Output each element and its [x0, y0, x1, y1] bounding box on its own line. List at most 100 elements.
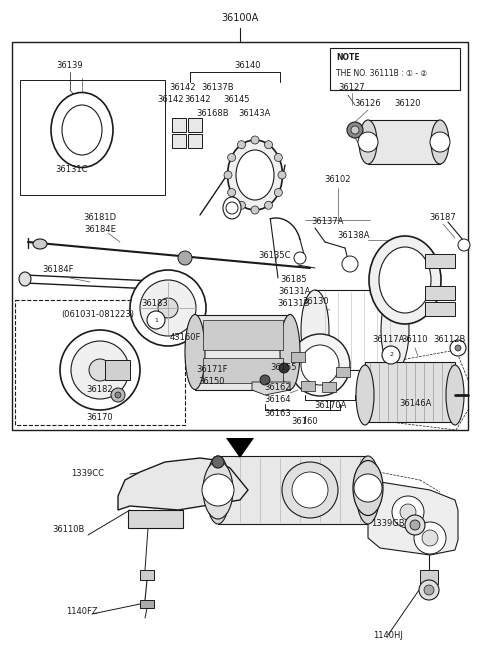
Circle shape — [430, 132, 450, 152]
Circle shape — [279, 363, 289, 373]
Circle shape — [140, 280, 196, 336]
Ellipse shape — [228, 140, 283, 210]
Text: 36184E: 36184E — [84, 225, 116, 233]
Circle shape — [202, 474, 234, 506]
Circle shape — [226, 202, 238, 214]
Ellipse shape — [19, 272, 31, 286]
Bar — [425, 302, 455, 316]
Circle shape — [424, 585, 434, 595]
Circle shape — [354, 474, 382, 502]
Text: 36126: 36126 — [355, 99, 381, 108]
Text: 1140HJ: 1140HJ — [373, 631, 403, 639]
Bar — [290, 351, 304, 361]
Text: 36110: 36110 — [402, 336, 428, 344]
Text: 36127: 36127 — [339, 83, 365, 93]
Circle shape — [282, 462, 338, 518]
Bar — [12, 42, 468, 430]
Ellipse shape — [206, 456, 230, 524]
Text: 36112B: 36112B — [433, 336, 465, 344]
Circle shape — [347, 122, 363, 138]
Ellipse shape — [379, 247, 431, 313]
Circle shape — [228, 189, 236, 196]
Circle shape — [458, 239, 470, 251]
Text: 36170A: 36170A — [314, 401, 346, 411]
Circle shape — [224, 171, 232, 179]
Text: 36139: 36139 — [57, 60, 84, 70]
Bar — [140, 600, 154, 608]
Text: 36183: 36183 — [142, 300, 168, 309]
Circle shape — [422, 530, 438, 546]
Circle shape — [178, 251, 192, 265]
Text: 36185: 36185 — [281, 275, 307, 284]
Circle shape — [455, 345, 461, 351]
Bar — [420, 570, 438, 584]
Bar — [301, 380, 315, 391]
Text: NOTE: NOTE — [336, 53, 360, 62]
Ellipse shape — [353, 461, 383, 516]
Circle shape — [111, 388, 125, 402]
Text: 2: 2 — [389, 353, 393, 357]
Polygon shape — [118, 458, 248, 510]
Text: 36142: 36142 — [158, 95, 184, 104]
Bar — [188, 134, 202, 148]
Text: 36150: 36150 — [199, 378, 225, 386]
Text: 36110B: 36110B — [52, 526, 84, 535]
Text: 36137A: 36137A — [312, 217, 344, 227]
Text: 36131C: 36131C — [56, 166, 88, 175]
Text: 36145: 36145 — [224, 95, 250, 104]
Text: 36162: 36162 — [264, 384, 291, 392]
Ellipse shape — [60, 330, 140, 410]
Text: 36160: 36160 — [292, 417, 318, 426]
Bar — [425, 286, 455, 300]
Bar — [105, 360, 130, 380]
Circle shape — [382, 346, 400, 364]
Bar — [330, 48, 460, 90]
Text: 36142: 36142 — [185, 95, 211, 104]
Bar — [218, 456, 368, 524]
Circle shape — [115, 392, 121, 398]
Circle shape — [275, 154, 282, 162]
Circle shape — [450, 340, 466, 356]
Text: 36163: 36163 — [264, 409, 291, 417]
Text: (061031-081223): (061031-081223) — [61, 311, 134, 319]
Circle shape — [264, 201, 273, 210]
Circle shape — [419, 580, 439, 600]
Circle shape — [212, 456, 224, 468]
Circle shape — [278, 171, 286, 179]
Bar — [140, 570, 154, 580]
Bar — [172, 134, 186, 148]
Text: 36131A: 36131A — [278, 288, 310, 296]
Ellipse shape — [236, 150, 274, 200]
Ellipse shape — [33, 239, 47, 249]
Text: 36142: 36142 — [170, 83, 196, 91]
Text: 36187: 36187 — [430, 214, 456, 223]
Ellipse shape — [431, 120, 449, 164]
Ellipse shape — [169, 279, 181, 293]
Polygon shape — [368, 480, 458, 555]
Bar — [15, 300, 185, 425]
Ellipse shape — [71, 341, 129, 399]
Text: 36143A: 36143A — [238, 108, 270, 118]
Text: 36182: 36182 — [87, 386, 113, 394]
Text: 36146A: 36146A — [399, 399, 431, 407]
Bar — [425, 254, 455, 268]
Circle shape — [292, 472, 328, 508]
Circle shape — [400, 504, 416, 520]
Bar — [336, 367, 350, 377]
Bar — [20, 80, 165, 195]
Text: 36100A: 36100A — [221, 13, 259, 23]
Text: 36135C: 36135C — [259, 252, 291, 260]
Ellipse shape — [51, 93, 113, 168]
Ellipse shape — [356, 365, 374, 425]
Circle shape — [342, 256, 358, 272]
Ellipse shape — [290, 334, 350, 396]
Text: 36155: 36155 — [271, 363, 297, 373]
Text: 36181D: 36181D — [84, 214, 117, 223]
Ellipse shape — [203, 461, 233, 519]
Ellipse shape — [369, 236, 441, 324]
Circle shape — [251, 136, 259, 144]
Text: 36164: 36164 — [264, 394, 291, 403]
Ellipse shape — [446, 365, 464, 425]
Text: 36131B: 36131B — [278, 300, 310, 309]
Bar — [203, 320, 283, 350]
